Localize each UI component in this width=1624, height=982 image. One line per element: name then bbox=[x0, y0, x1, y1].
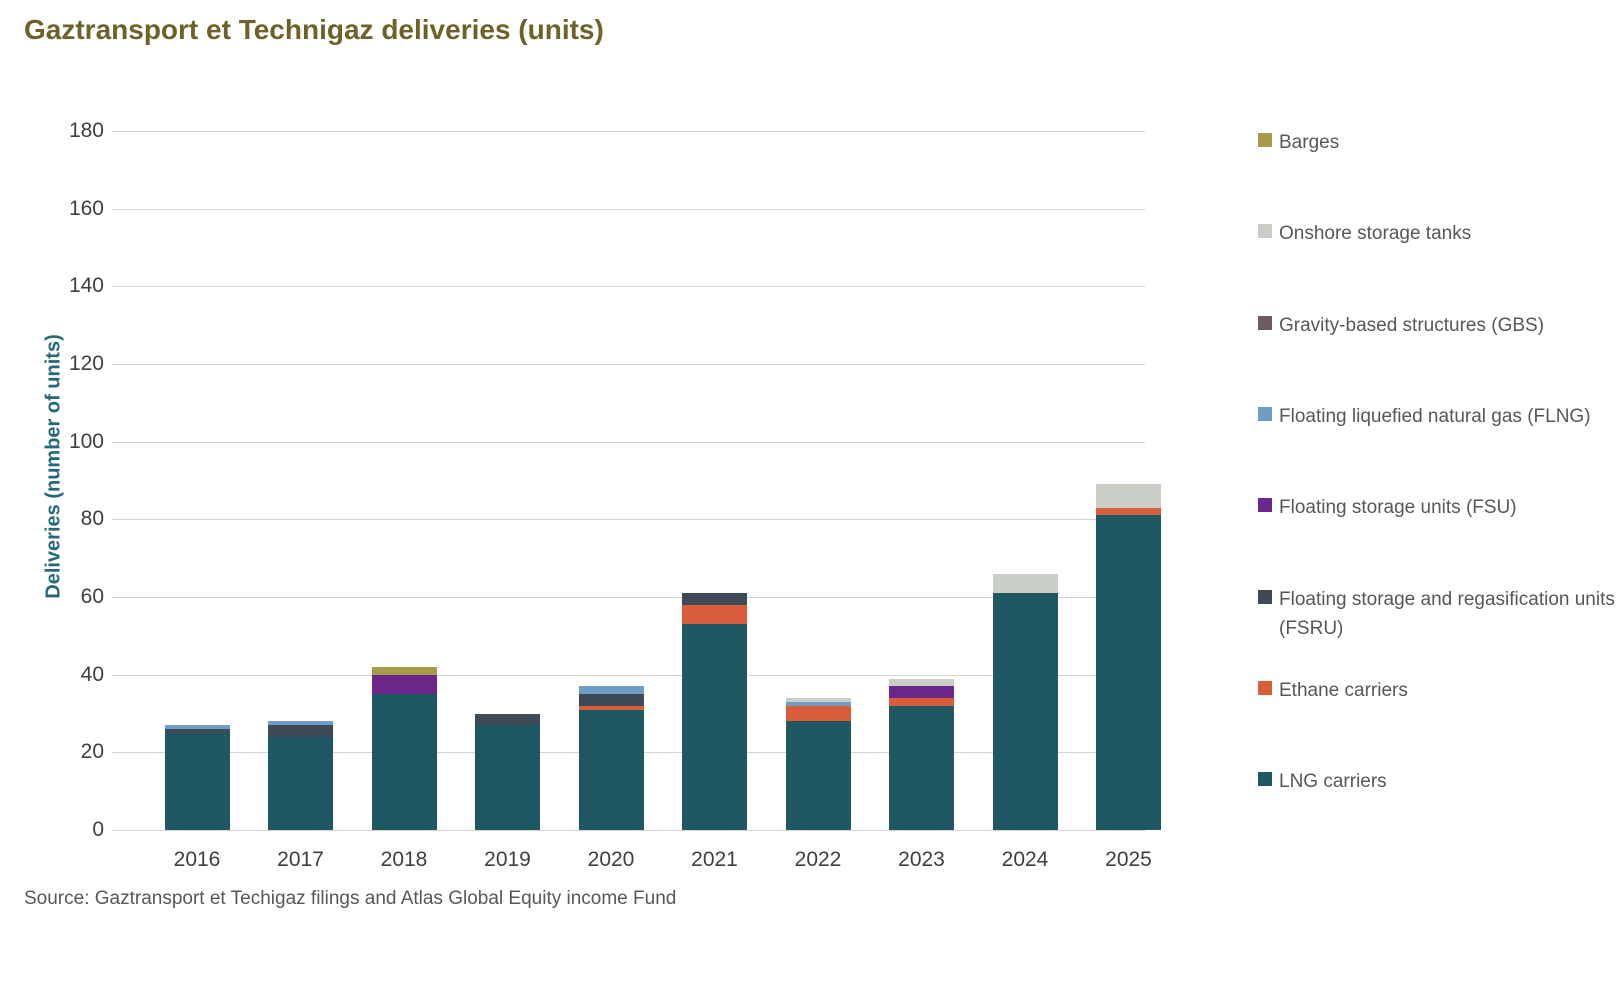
legend-label: LNG carriers bbox=[1279, 771, 1387, 793]
gridline-y40 bbox=[112, 674, 1145, 676]
bar-2016-segment bbox=[164, 725, 230, 730]
y-tick-label-0: 0 bbox=[92, 818, 104, 841]
y-tick-label-40: 40 bbox=[80, 662, 104, 686]
y-tick-label-100: 100 bbox=[68, 429, 104, 453]
bar-2024-segment bbox=[992, 593, 1058, 830]
x-tick-label-2021: 2021 bbox=[691, 848, 738, 871]
legend-label: Floating liquefied natural gas (FLNG) bbox=[1279, 405, 1591, 427]
legend-label: Floating storage and regasification unit… bbox=[1279, 588, 1615, 639]
gridline-y0 bbox=[112, 830, 1145, 831]
legend-swatch-icon bbox=[1258, 315, 1272, 330]
legend-item: Floating storage units (FSU) bbox=[1258, 493, 1624, 522]
bar-2018-segment bbox=[371, 666, 437, 675]
legend-label: Ethane carriers bbox=[1279, 679, 1408, 701]
bar-2018-segment bbox=[371, 674, 437, 695]
gridline-y140 bbox=[112, 286, 1145, 288]
bar-2019-segment bbox=[475, 713, 540, 726]
bar-2022-segment bbox=[785, 705, 851, 722]
gridline-y120 bbox=[112, 364, 1145, 365]
legend-item: Onshore storage tanks bbox=[1258, 219, 1624, 248]
page-title: Gaztransport et Technigaz deliveries (un… bbox=[24, 14, 604, 45]
legend-item: Ethane carriers bbox=[1258, 676, 1624, 705]
legend-swatch-icon bbox=[1258, 133, 1272, 147]
bar-2020-segment bbox=[578, 709, 644, 830]
y-tick-label-120: 120 bbox=[68, 352, 104, 375]
bar-2025-segment bbox=[1096, 507, 1161, 516]
source-note: Source: Gaztransport et Techigaz filings… bbox=[24, 888, 677, 909]
legend-item: Floating storage and regasification unit… bbox=[1258, 585, 1624, 643]
bar-2020-segment bbox=[578, 705, 644, 710]
legend-swatch-icon bbox=[1258, 680, 1272, 695]
bar-2025-segment bbox=[1096, 484, 1161, 508]
gridline-y160 bbox=[112, 208, 1145, 210]
legend: Barges Onshore storage tanks Gravity-based… bbox=[1258, 0, 1624, 982]
bar-2024-segment bbox=[992, 573, 1058, 594]
gridline-y80 bbox=[112, 519, 1145, 521]
legend-swatch-icon bbox=[1258, 772, 1272, 787]
x-tick-label-2018: 2018 bbox=[380, 848, 428, 871]
x-tick-label-2025: 2025 bbox=[1105, 848, 1152, 871]
bar-2023-segment bbox=[889, 697, 954, 706]
gridline-y180 bbox=[112, 131, 1145, 132]
bar-2022-segment bbox=[785, 697, 851, 702]
x-tick-label-2016: 2016 bbox=[173, 848, 221, 871]
y-tick-label-180: 180 bbox=[68, 119, 104, 142]
y-tick-label-20: 20 bbox=[80, 740, 104, 764]
x-tick-label-2019: 2019 bbox=[484, 848, 531, 871]
legend-swatch-icon bbox=[1258, 589, 1272, 604]
bar-2020-segment bbox=[578, 694, 644, 706]
legend-label: Barges bbox=[1279, 132, 1340, 153]
bar-2019-segment bbox=[475, 725, 540, 830]
bar-2021-segment bbox=[682, 593, 747, 605]
x-tick-label-2022: 2022 bbox=[794, 848, 842, 871]
y-tick-label-140: 140 bbox=[68, 274, 104, 298]
bar-2017-segment bbox=[268, 736, 333, 830]
bar-2018-segment bbox=[371, 694, 437, 830]
bar-2025-segment bbox=[1096, 515, 1161, 830]
gridline-y60 bbox=[112, 597, 1145, 598]
bar-2023-segment bbox=[889, 705, 954, 830]
bar-2023-segment bbox=[889, 686, 954, 698]
legend-label: Onshore storage tanks bbox=[1279, 223, 1472, 245]
bar-2023-segment bbox=[889, 678, 954, 687]
bar-2016-segment bbox=[164, 729, 230, 733]
bar-2022-segment bbox=[785, 701, 851, 706]
x-tick-label-2017: 2017 bbox=[277, 848, 324, 871]
legend-label: Floating storage units (FSU) bbox=[1279, 497, 1517, 519]
gridline-y100 bbox=[112, 441, 1145, 443]
bar-2022-segment bbox=[785, 721, 851, 830]
y-tick-label-60: 60 bbox=[80, 585, 104, 608]
legend-swatch-icon bbox=[1258, 498, 1272, 513]
bar-2021-segment bbox=[682, 604, 747, 625]
legend-item: LNG carriers bbox=[1258, 767, 1624, 796]
legend-item: Barges bbox=[1258, 128, 1624, 157]
bar-2020-segment bbox=[578, 686, 644, 695]
x-tick-label-2024: 2024 bbox=[1001, 848, 1049, 871]
legend-swatch-icon bbox=[1258, 406, 1272, 421]
bar-2017-segment bbox=[268, 721, 333, 726]
legend-swatch-icon bbox=[1258, 224, 1272, 239]
legend-label: Gravity-based structures (GBS) bbox=[1279, 314, 1545, 336]
y-tick-label-80: 80 bbox=[80, 507, 104, 531]
y-tick-label-160: 160 bbox=[68, 196, 104, 220]
x-tick-label-2020: 2020 bbox=[587, 848, 635, 871]
bar-2016-segment bbox=[164, 732, 230, 830]
bar-2017-segment bbox=[268, 725, 333, 737]
x-tick-label-2023: 2023 bbox=[898, 848, 945, 871]
legend-item: Floating liquefied natural gas (FLNG) bbox=[1258, 402, 1624, 431]
bar-2021-segment bbox=[682, 624, 747, 830]
legend-item: Gravity-based structures (GBS) bbox=[1258, 311, 1624, 340]
